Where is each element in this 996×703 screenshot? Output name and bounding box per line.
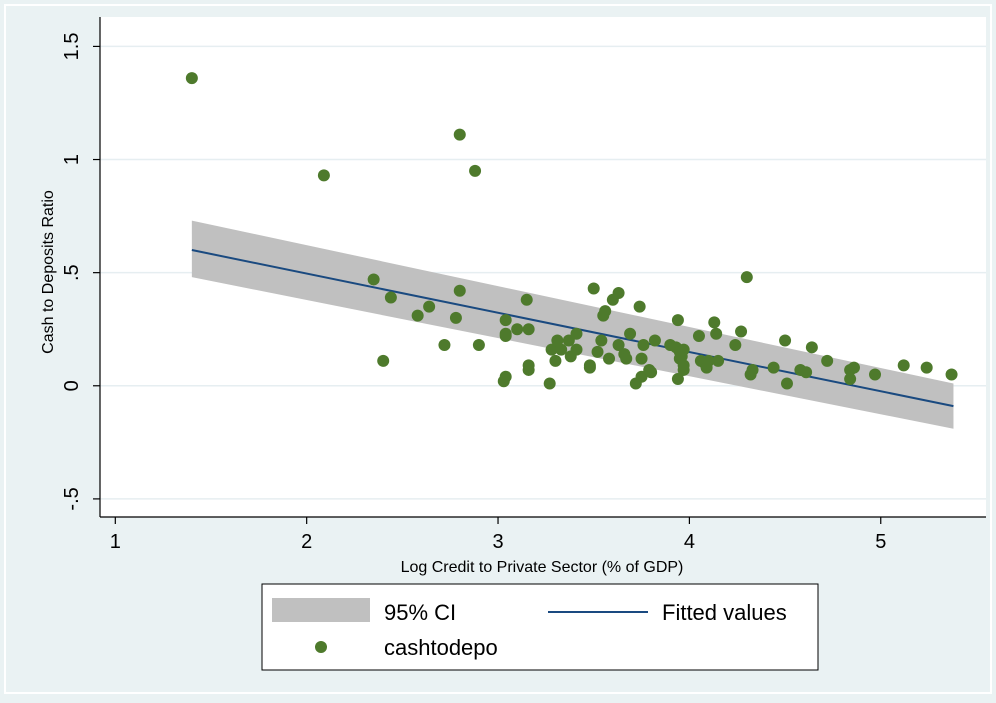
scatter-point bbox=[562, 334, 575, 347]
x-tick-label: 1 bbox=[110, 531, 121, 553]
scatter-point bbox=[712, 354, 725, 367]
scatter-point bbox=[453, 284, 466, 297]
scatter-point bbox=[522, 363, 535, 376]
scatter-point bbox=[511, 323, 524, 336]
scatter-point bbox=[729, 339, 742, 352]
scatter-point bbox=[844, 372, 857, 385]
y-tick-label: -.5 bbox=[61, 487, 83, 510]
scatter-point bbox=[620, 352, 633, 365]
scatter-point bbox=[453, 128, 466, 141]
x-tick-label: 4 bbox=[684, 531, 695, 553]
fitted-line bbox=[191, 249, 954, 408]
scatter-point bbox=[746, 363, 759, 376]
scatter-point bbox=[780, 377, 793, 390]
scatter-point bbox=[767, 361, 780, 374]
scatter-point bbox=[545, 343, 558, 356]
scatter-point bbox=[520, 293, 533, 306]
scatter-point bbox=[583, 361, 596, 374]
scatter-point bbox=[612, 339, 625, 352]
fitted-line-layer bbox=[191, 249, 954, 408]
x-axis-ticks: 1 2 3 4 5 bbox=[110, 517, 886, 553]
scatter-point bbox=[603, 352, 616, 365]
scatter-point bbox=[469, 164, 482, 177]
scatter-point bbox=[779, 334, 792, 347]
scatter-point bbox=[740, 271, 753, 284]
scatter-point bbox=[945, 368, 958, 381]
scatter-point bbox=[367, 273, 380, 286]
y-tick-label: 1 bbox=[61, 154, 83, 165]
scatter-point bbox=[551, 334, 564, 347]
scatter-point bbox=[543, 377, 556, 390]
scatter-point bbox=[671, 372, 684, 385]
y-axis-title: Cash to Deposits Ratio bbox=[40, 190, 57, 354]
scatter-point bbox=[438, 339, 451, 352]
legend: 95% CI Fitted values cashtodepo bbox=[261, 583, 819, 671]
scatter-point bbox=[317, 169, 330, 182]
scatter-point bbox=[377, 354, 390, 367]
y-axis-ticks: -.5 0 .5 1 1.5 bbox=[61, 33, 100, 511]
scatter-point bbox=[472, 339, 485, 352]
scatter-point bbox=[708, 316, 721, 329]
x-tick-label: 3 bbox=[492, 531, 503, 553]
scatter-point bbox=[635, 370, 648, 383]
legend-label-fitted: Fitted values bbox=[662, 600, 787, 625]
scatter-point bbox=[645, 366, 658, 379]
scatter-point bbox=[821, 354, 834, 367]
scatter-point bbox=[612, 287, 625, 300]
scatter-point bbox=[677, 363, 690, 376]
scatter-point bbox=[570, 327, 583, 340]
scatter-point bbox=[423, 300, 436, 313]
scatter-point bbox=[587, 282, 600, 295]
scatter-point bbox=[805, 341, 818, 354]
scatter-point bbox=[499, 370, 512, 383]
scatter-point bbox=[635, 352, 648, 365]
scatter-points bbox=[185, 72, 958, 390]
scatter-point bbox=[499, 314, 512, 327]
legend-swatch-points bbox=[315, 641, 327, 653]
ci-band-layer bbox=[191, 220, 954, 429]
scatter-point bbox=[633, 300, 646, 313]
legend-label-ci: 95% CI bbox=[384, 600, 456, 625]
y-tick-label: 1.5 bbox=[61, 33, 83, 61]
x-axis-title: Log Credit to Private Sector (% of GDP) bbox=[401, 559, 684, 576]
scatter-point bbox=[411, 309, 424, 322]
scatter-point bbox=[570, 343, 583, 356]
scatter-point bbox=[702, 354, 715, 367]
legend-box bbox=[261, 583, 819, 671]
scatter-point bbox=[549, 354, 562, 367]
y-tick-label: 0 bbox=[61, 380, 83, 391]
scatter-point bbox=[555, 343, 568, 356]
scatter-point bbox=[595, 334, 608, 347]
legend-swatch-ci bbox=[272, 598, 370, 622]
scatter-point bbox=[920, 361, 933, 374]
scatter-point bbox=[869, 368, 882, 381]
y-tick-label: .5 bbox=[61, 264, 83, 281]
x-tick-label: 5 bbox=[875, 531, 886, 553]
scatter-point bbox=[624, 327, 637, 340]
scatter-point bbox=[692, 330, 705, 343]
scatter-point bbox=[185, 72, 198, 85]
scatter-point bbox=[648, 334, 661, 347]
scatter-point bbox=[800, 366, 813, 379]
scatter-point bbox=[637, 339, 650, 352]
scatter-point bbox=[591, 345, 604, 358]
scatter-point bbox=[735, 325, 748, 338]
scatter-point bbox=[599, 305, 612, 318]
x-tick-label: 2 bbox=[301, 531, 312, 553]
scatter-point bbox=[522, 323, 535, 336]
legend-label-points: cashtodepo bbox=[384, 635, 498, 660]
scatter-point bbox=[677, 343, 690, 356]
ci-band bbox=[191, 220, 954, 429]
scatter-point bbox=[384, 291, 397, 304]
scatter-point bbox=[710, 327, 723, 340]
scatter-point bbox=[897, 359, 910, 372]
scatter-point bbox=[847, 361, 860, 374]
scatter-point bbox=[499, 330, 512, 343]
scatter-point bbox=[671, 314, 684, 327]
scatter-point bbox=[449, 311, 462, 324]
